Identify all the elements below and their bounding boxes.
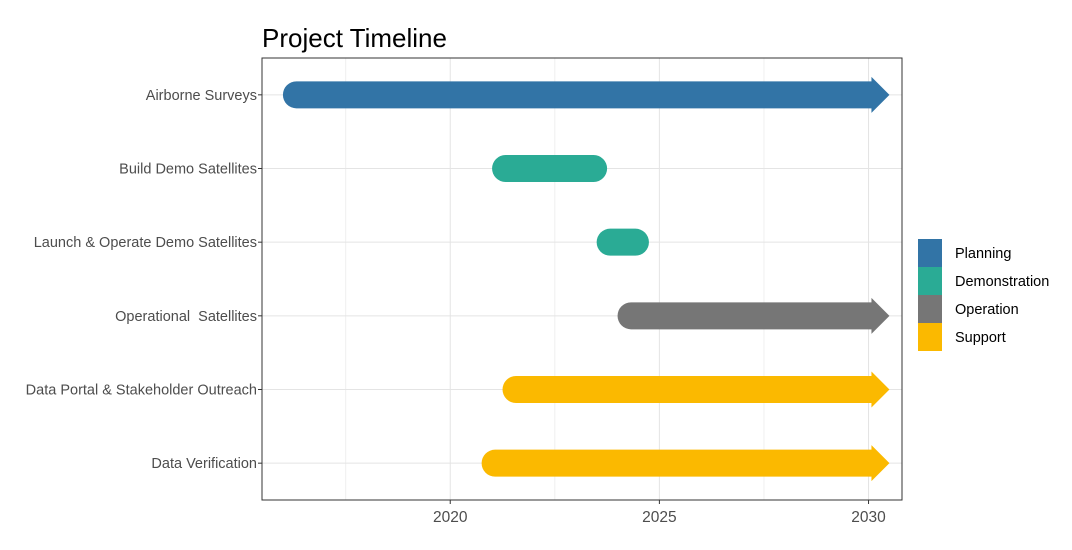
task-bar-airborne-surveys [282,76,890,113]
task-bar-operational-satellites [617,297,890,334]
task-label: Launch & Operate Demo Satellites [34,235,257,251]
legend-label: Planning [955,246,1011,262]
legend-label: Operation [955,302,1019,318]
task-bar-launch-operate-demo-satellites [596,228,649,256]
legend-label: Support [955,330,1006,346]
task-label: Data Verification [151,456,257,472]
task-label: Airborne Surveys [146,88,257,104]
x-tick-label: 2025 [642,509,676,526]
task-bars [282,76,890,482]
task-label: Data Portal & Stakeholder Outreach [26,383,257,399]
legend-key-planning [918,239,942,267]
legend-key-demonstration [918,267,942,295]
task-label: Build Demo Satellites [119,162,257,178]
legend-key-operation [918,295,942,323]
x-axis: 2020 2025 2030 [433,500,886,526]
grid-lines [262,58,902,500]
legend-label: Demonstration [955,274,1049,290]
chart-title: Project Timeline [262,23,447,53]
legend-key-support [918,323,942,351]
task-bar-data-verification [481,445,890,482]
plot-panel-border [261,57,903,501]
task-bar-build-demo-satellites [492,155,608,182]
legend: Planning Demonstration Operation Support [918,239,1049,351]
x-tick-label: 2030 [851,509,886,526]
task-labels: Airborne Surveys Build Demo Satellites Lau… [26,88,262,472]
task-bar-data-portal-stakeholder-outreach [502,371,890,408]
x-tick-label: 2020 [433,509,468,526]
task-label: Operational Satellites [115,309,257,325]
